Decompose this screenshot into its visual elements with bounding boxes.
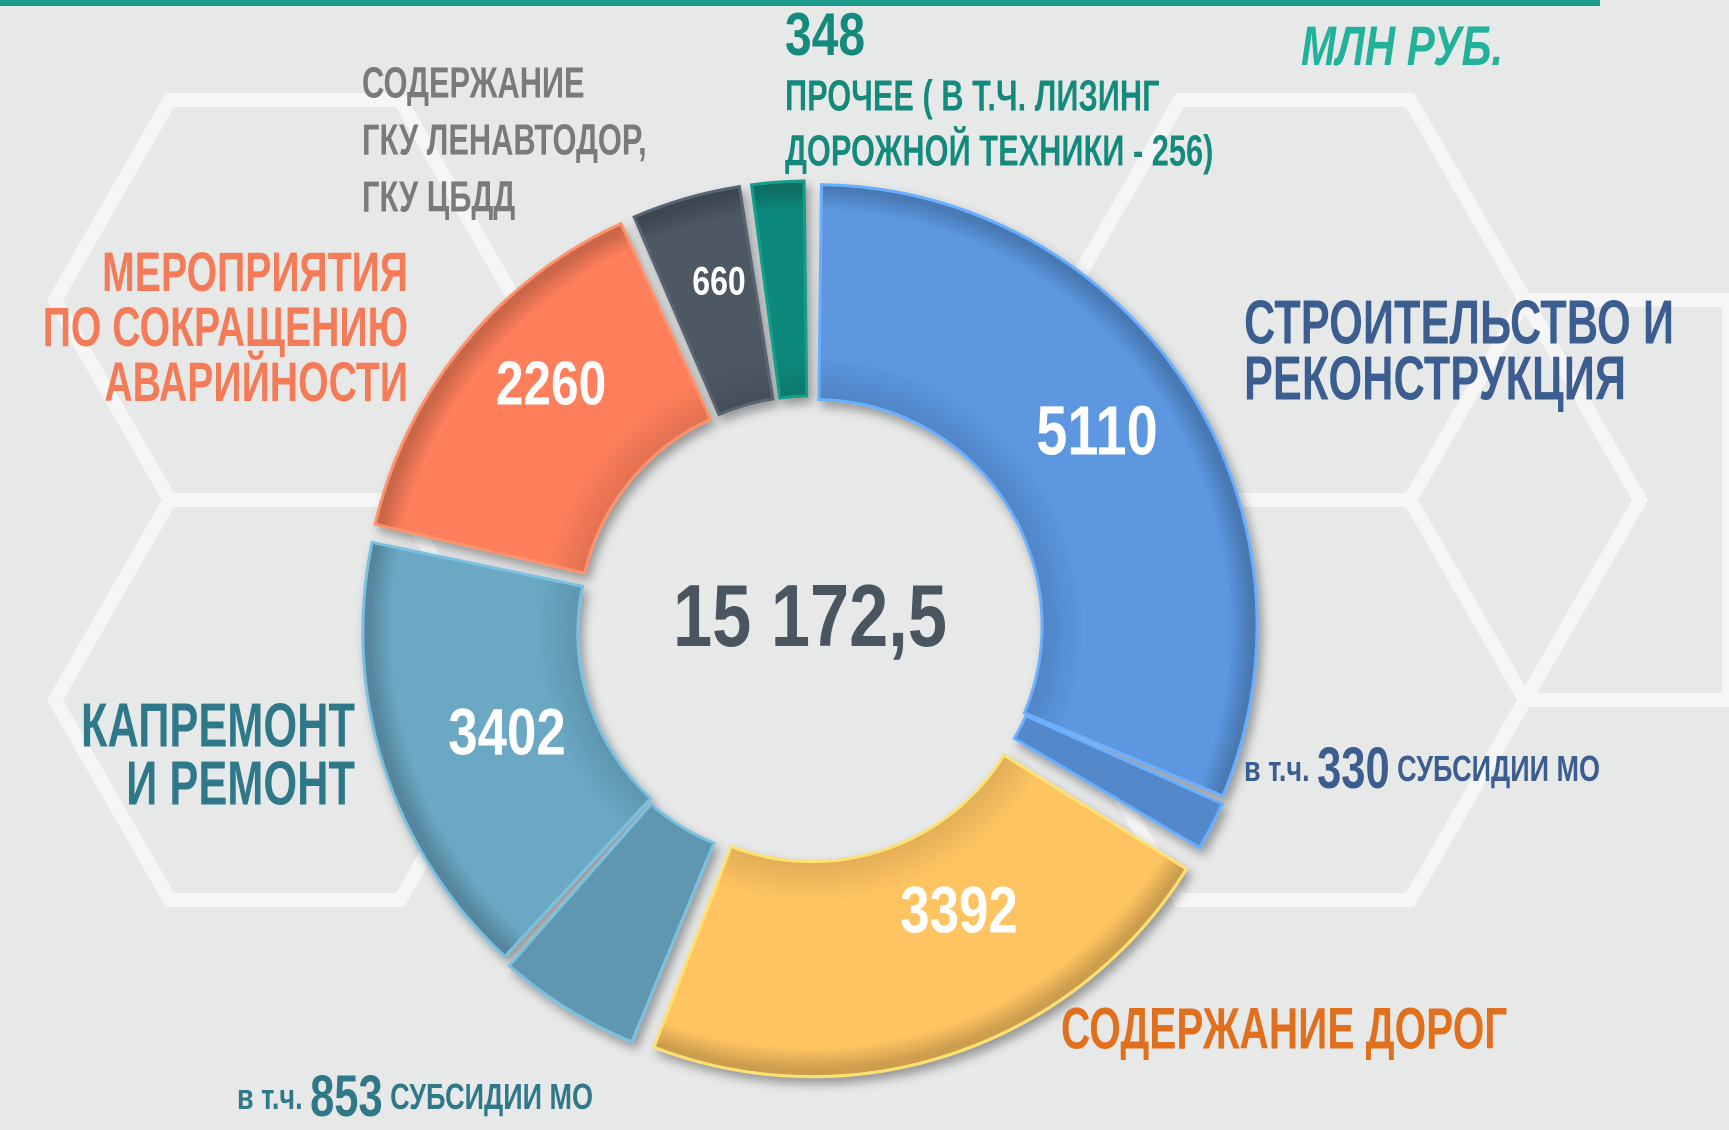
- slice-name: РЕКОНСТРУКЦИЯ: [1244, 345, 1626, 413]
- value-label: 3392: [900, 873, 1017, 947]
- total-label: 15 172,5: [673, 567, 947, 665]
- sub-value: 330: [1317, 735, 1390, 799]
- sub-suffix: СУБСИДИИ МО: [390, 1077, 593, 1118]
- slice-name: СОДЕРЖАНИЕ ДОРОГ: [1061, 996, 1507, 1061]
- slice-name: МЕРОПРИЯТИЯ: [102, 241, 408, 304]
- slice-name: СОДЕРЖАНИЕ: [362, 59, 585, 108]
- value-label: 348: [785, 1, 865, 68]
- value-label: 3402: [448, 695, 565, 769]
- value-label: 2260: [496, 348, 606, 418]
- slice-name: ПРОЧЕЕ ( В Т.Ч. ЛИЗИНГ: [785, 72, 1160, 121]
- slice-name: ГКУ ЦБДД: [362, 173, 515, 222]
- sub-suffix: СУБСИДИИ МО: [1397, 749, 1600, 790]
- sub-value: 853: [310, 1063, 383, 1127]
- slice-name: И РЕМОНТ: [126, 750, 355, 818]
- sub-prefix: в т.ч.: [1244, 749, 1310, 790]
- slice-name: ГКУ ЛЕНАВТОДОР,: [362, 116, 647, 165]
- slice-name: ПО СОКРАЩЕНИЮ: [43, 296, 408, 359]
- slice-name: ДОРОЖНОЙ ТЕХНИКИ - 256): [785, 124, 1213, 176]
- slice-name: АВАРИЙНОСТИ: [104, 350, 408, 414]
- value-label: 660: [692, 258, 745, 303]
- chart: МЛН РУБ. 15 172,5 5110СТРОИТЕЛЬСТВО ИРЕК…: [0, 0, 1729, 1130]
- unit-label: МЛН РУБ.: [1301, 15, 1503, 77]
- value-label: 5110: [1036, 393, 1157, 470]
- sub-prefix: в т.ч.: [237, 1077, 303, 1118]
